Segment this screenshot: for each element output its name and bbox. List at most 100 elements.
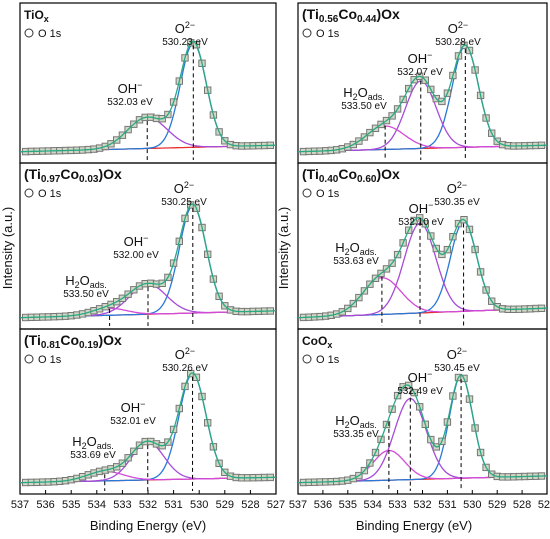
x-tick-label: 528 [513, 499, 531, 511]
envelope-fit [20, 203, 277, 319]
x-tick-label: 530 [190, 499, 208, 511]
panel-title: TiOx [24, 8, 49, 24]
x-tick-label: 537 [11, 499, 29, 511]
peak-energy-label: 532.00 eV [113, 250, 159, 261]
title-part: (Ti [302, 166, 319, 182]
x-axis-label-right: Binding Energy (eV) [356, 518, 472, 533]
peak-label: OH− [121, 399, 146, 415]
peak-energy-label: 532.03 eV [107, 97, 153, 108]
title-subscript: 0.56 [319, 14, 339, 25]
legend-marker [302, 28, 312, 38]
peak-label: OH− [409, 200, 434, 216]
x-tick-label: 533 [113, 499, 131, 511]
peak-label: O2− [175, 346, 195, 362]
peak-energy-label: 533.69 eV [70, 450, 116, 461]
peak-label: O2− [447, 180, 467, 196]
peak-label: OH− [124, 233, 149, 249]
peak-energy-label: 533.63 eV [333, 256, 379, 267]
x-tick-label: 530 [463, 499, 481, 511]
xps-panel-5: (Ti0.40Co0.60)Ox O 1s O2−530.35 eVOH−532.1… [297, 162, 548, 330]
title-part: )Ox [98, 332, 122, 348]
peak-energy-label: 530.25 eV [161, 197, 207, 208]
x-tick-label: 529 [488, 499, 506, 511]
peak-energy-label: 530.26 eV [162, 363, 208, 374]
peak-label: H2Oads. [72, 434, 114, 451]
x-tick-label: 527 [267, 499, 285, 511]
title-part: (Ti [302, 6, 319, 22]
x-axis-label-left: Binding Energy (eV) [90, 518, 206, 533]
peak-energy-label: 530.45 eV [434, 363, 480, 374]
x-tick-label: 529 [216, 499, 234, 511]
envelope-fit [20, 372, 277, 484]
title-subscript: 0.60 [357, 174, 377, 185]
x-tick-label: 527 [538, 499, 550, 511]
component-curve [298, 222, 548, 319]
xps-panel-3: (Ti0.81Co0.19)Ox O 1s O2−530.26 eV OH−532.0… [11, 328, 285, 511]
component-curve [298, 80, 547, 153]
title-subscript: 0.81 [41, 340, 61, 351]
peak-energy-label: 530.28 eV [435, 37, 481, 48]
title-part: )Ox [376, 6, 400, 22]
peak-energy-label: 532.10 eV [398, 217, 444, 228]
legend-marker [302, 188, 312, 198]
peak-label: OH− [408, 50, 433, 66]
x-tick-label: 532 [139, 499, 157, 511]
title-subscript: 0.19 [79, 340, 99, 351]
title-part: TiO [24, 8, 44, 22]
y-axis-label-right: Intensity (a.u.) [276, 207, 291, 289]
panel-frame [19, 2, 277, 164]
x-tick-label: 534 [364, 499, 382, 511]
x-tick-label: 533 [388, 499, 406, 511]
title-part: )Ox [98, 166, 122, 182]
peak-energy-label: 532.01 eV [110, 416, 156, 427]
peak-energy-label: 530.23 eV [162, 37, 208, 48]
peak-energy-label: 532.49 eV [397, 386, 443, 397]
title-subscript: 0.40 [319, 174, 339, 185]
xps-panel-4: (Ti0.56Co0.44)Ox O 1s O2−530.28 eVOH−532.0… [297, 2, 548, 164]
peak-energy-label: 530.35 eV [434, 197, 480, 208]
title-subscript: x [327, 340, 332, 350]
legend-marker [24, 188, 34, 198]
legend-marker [24, 28, 34, 38]
title-subscript: 0.44 [357, 14, 377, 25]
title-part: (Ti [24, 166, 41, 182]
peak-energy-label: 532.07 eV [397, 67, 443, 78]
legend-label: O 1s [316, 188, 340, 200]
panel-title: (Ti0.56Co0.44)Ox [302, 6, 400, 25]
x-tick-label: 528 [241, 499, 259, 511]
x-tick-label: 535 [339, 499, 357, 511]
x-tick-label: 536 [314, 499, 332, 511]
title-part: Co [60, 332, 79, 348]
component-curve [298, 221, 548, 319]
xps-panel-2: (Ti0.97Co0.03)Ox O 1s O2−530.25 eV OH−532.0… [19, 162, 277, 330]
peak-label: H2Oads. [343, 85, 385, 102]
title-part: CoO [302, 334, 327, 348]
x-tick-label: 531 [438, 499, 456, 511]
title-part: (Ti [24, 332, 41, 348]
legend-label: O 1s [316, 354, 340, 366]
envelope-fit [298, 44, 547, 153]
legend-marker [302, 354, 312, 364]
title-part: Co [60, 166, 79, 182]
peak-label: OH− [408, 369, 433, 385]
legend-label: O 1s [38, 188, 62, 200]
panel-title: (Ti0.40Co0.60)Ox [302, 166, 400, 185]
peak-label: H2Oads. [335, 240, 377, 257]
y-axis-label-left: Intensity (a.u.) [0, 207, 15, 289]
envelope-fit [20, 40, 276, 153]
title-part: Co [338, 166, 357, 182]
legend-label: O 1s [316, 28, 340, 40]
peak-label: O2− [175, 20, 195, 36]
peak-label: H2Oads. [65, 273, 107, 290]
title-subscript: 0.03 [79, 174, 99, 185]
panel-title: (Ti0.97Co0.03)Ox [24, 166, 122, 185]
envelope-fit [298, 217, 548, 319]
legend-label: O 1s [38, 354, 62, 366]
title-subscript: 0.97 [41, 174, 61, 185]
envelope-fit [298, 374, 547, 484]
peak-label: OH− [118, 80, 143, 96]
peak-energy-label: 533.50 eV [63, 289, 109, 300]
